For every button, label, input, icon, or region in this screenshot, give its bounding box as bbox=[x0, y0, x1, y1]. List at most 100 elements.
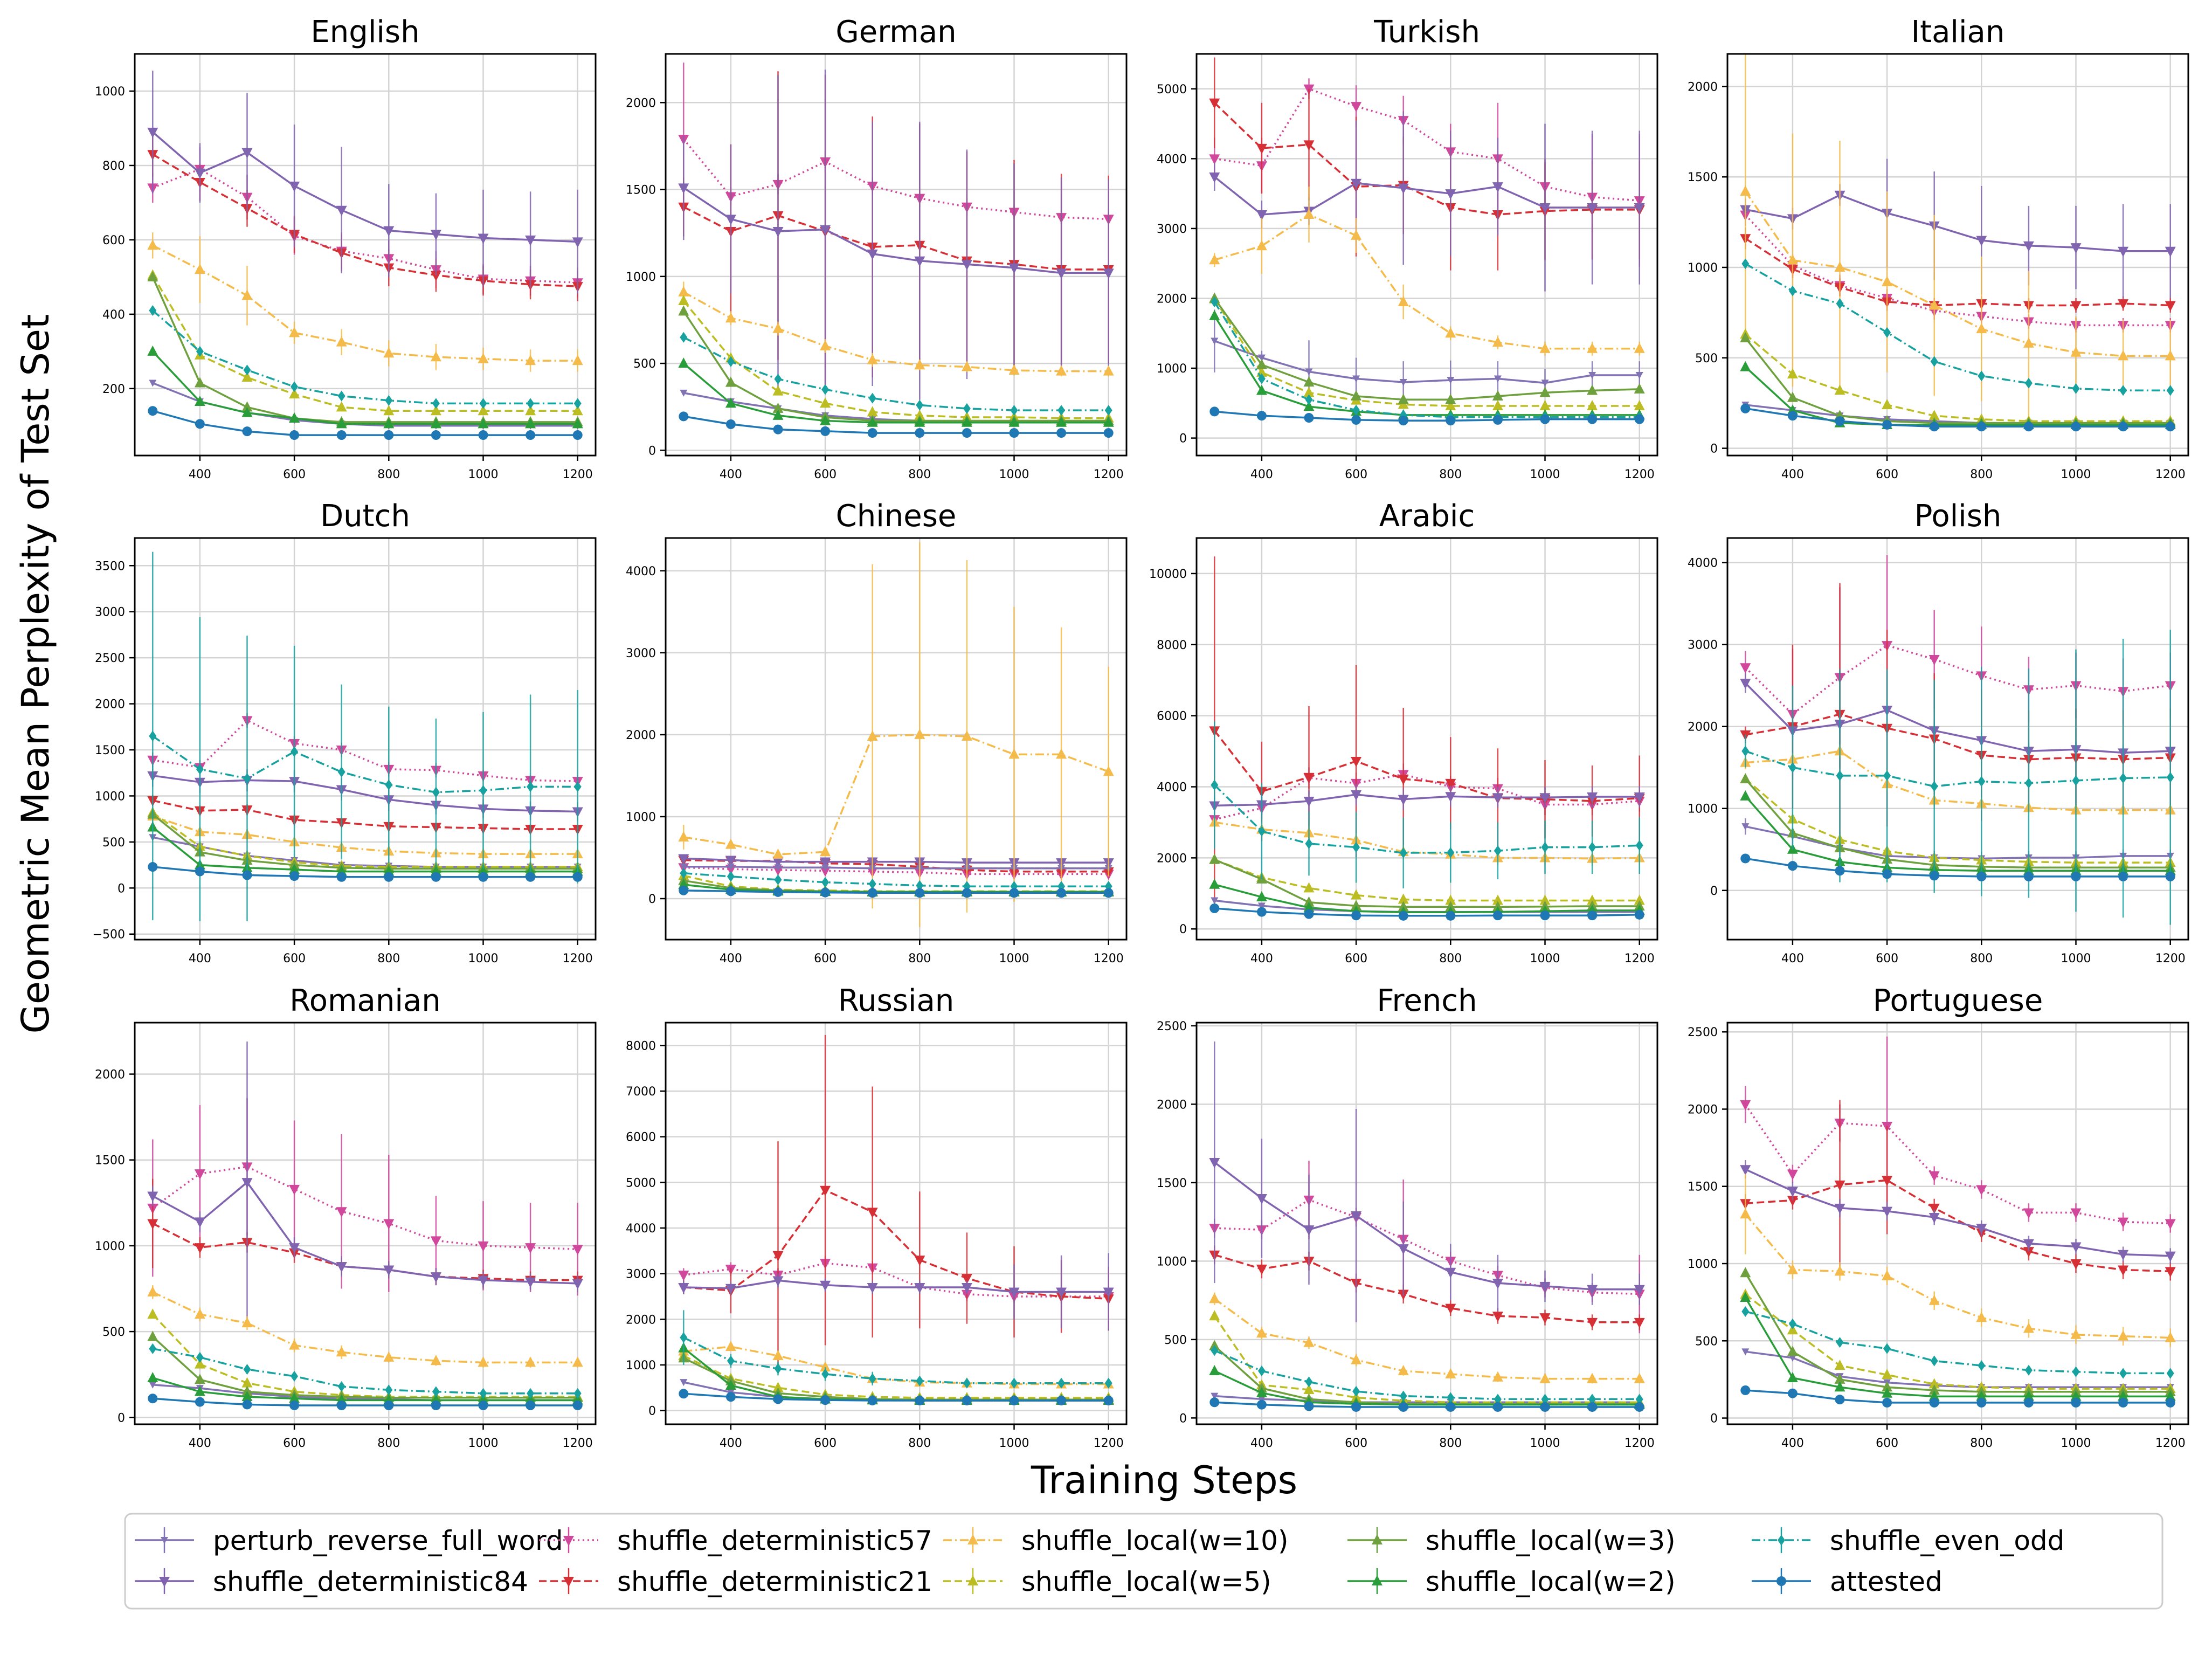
legend-marker bbox=[161, 1537, 168, 1544]
data-point bbox=[1928, 655, 1940, 666]
data-point bbox=[148, 1394, 158, 1404]
data-point bbox=[1446, 1402, 1456, 1412]
data-point bbox=[1492, 894, 1503, 905]
x-tick-label: 400 bbox=[189, 1437, 211, 1450]
data-point bbox=[1835, 1395, 1845, 1405]
data-point bbox=[820, 225, 831, 236]
data-point bbox=[1882, 1387, 1893, 1398]
data-point bbox=[1787, 1388, 1798, 1398]
data-point bbox=[1057, 1377, 1066, 1389]
data-point bbox=[1211, 337, 1219, 345]
series-sl10 bbox=[678, 542, 1114, 928]
data-point bbox=[291, 381, 299, 392]
data-point bbox=[2118, 299, 2129, 310]
data-point bbox=[572, 405, 583, 416]
x-tick-label: 1200 bbox=[2155, 468, 2186, 481]
data-point bbox=[820, 340, 831, 350]
series-line bbox=[682, 138, 1109, 220]
data-point bbox=[478, 872, 488, 882]
data-point bbox=[430, 1272, 441, 1283]
series-line bbox=[152, 1181, 578, 1285]
data-point bbox=[1539, 793, 1551, 804]
data-point bbox=[1882, 1397, 1892, 1408]
data-point bbox=[1398, 893, 1409, 904]
data-point bbox=[291, 746, 299, 757]
data-point bbox=[1788, 1354, 1796, 1362]
data-point bbox=[1882, 1176, 1893, 1187]
data-point bbox=[525, 418, 536, 429]
data-point bbox=[383, 405, 395, 416]
series-sl10 bbox=[147, 232, 583, 372]
data-point bbox=[2118, 1217, 2129, 1228]
data-point bbox=[773, 887, 783, 897]
data-point bbox=[679, 885, 689, 895]
data-point bbox=[820, 857, 831, 868]
data-point bbox=[679, 1389, 689, 1399]
data-point bbox=[1928, 299, 1940, 310]
data-point bbox=[914, 1256, 925, 1266]
series-sd21 bbox=[1740, 1100, 2176, 1281]
data-point bbox=[1541, 380, 1549, 387]
y-tick-label: 500 bbox=[1695, 1335, 1718, 1348]
series-line bbox=[1744, 795, 2170, 872]
data-point bbox=[867, 730, 878, 741]
data-point bbox=[148, 862, 158, 872]
data-point bbox=[525, 1243, 536, 1254]
data-point bbox=[196, 346, 204, 357]
series-line bbox=[1744, 1213, 2170, 1339]
data-point bbox=[772, 857, 784, 868]
data-point bbox=[383, 1351, 395, 1362]
data-point bbox=[1976, 1397, 1987, 1408]
data-point bbox=[1540, 414, 1550, 424]
data-point bbox=[1056, 428, 1067, 438]
data-point bbox=[289, 871, 300, 881]
data-point bbox=[1882, 869, 1892, 879]
series-line bbox=[1214, 1349, 1640, 1401]
data-point bbox=[2165, 1267, 2176, 1278]
data-point bbox=[1976, 323, 1987, 334]
data-point bbox=[430, 351, 441, 362]
panel-portuguese: 400 600 800 1000 1200 0 500 1000 1500 2000 2500 Por… bbox=[1688, 983, 2189, 1450]
data-point bbox=[241, 371, 253, 382]
data-point bbox=[1209, 154, 1220, 165]
data-point bbox=[727, 871, 735, 882]
y-tick-label: 2000 bbox=[95, 698, 125, 712]
data-point bbox=[1209, 1158, 1220, 1169]
x-tick-label: 600 bbox=[283, 1437, 306, 1450]
data-point bbox=[916, 880, 924, 891]
y-tick-label: 1000 bbox=[95, 790, 125, 803]
x-tick-label: 1200 bbox=[1094, 1437, 1124, 1450]
data-point bbox=[1740, 663, 1751, 674]
data-point bbox=[1587, 414, 1598, 424]
data-point bbox=[525, 235, 536, 246]
legend-marker bbox=[159, 1577, 170, 1587]
x-tick-label: 800 bbox=[1439, 468, 1462, 481]
data-point bbox=[1882, 1369, 1893, 1380]
y-tick-label: 0 bbox=[117, 882, 125, 895]
y-tick-label: 600 bbox=[102, 234, 125, 247]
series-line bbox=[1745, 1293, 2170, 1390]
x-tick-label: 400 bbox=[189, 952, 211, 965]
data-point bbox=[2023, 422, 2034, 432]
data-point bbox=[867, 249, 878, 260]
data-point bbox=[774, 874, 782, 886]
data-point bbox=[1256, 240, 1267, 251]
data-point bbox=[2165, 422, 2175, 432]
data-point bbox=[772, 322, 784, 333]
y-tick-label: 1500 bbox=[1688, 171, 1718, 184]
data-point bbox=[1740, 679, 1751, 689]
data-point bbox=[820, 1185, 831, 1196]
data-point bbox=[1305, 368, 1313, 376]
x-tick-label: 1200 bbox=[1625, 952, 1655, 965]
data-point bbox=[1587, 384, 1598, 395]
data-point bbox=[1352, 842, 1360, 853]
data-point bbox=[1741, 1306, 1750, 1317]
x-tick-label: 400 bbox=[1781, 1437, 1804, 1450]
data-point bbox=[1447, 377, 1455, 384]
x-tick-label: 1000 bbox=[468, 1437, 499, 1450]
data-point bbox=[383, 226, 395, 237]
series-line bbox=[1214, 821, 1640, 860]
y-tick-label: 6000 bbox=[1157, 710, 1187, 723]
data-point bbox=[1882, 419, 1892, 430]
data-point bbox=[2024, 777, 2033, 789]
